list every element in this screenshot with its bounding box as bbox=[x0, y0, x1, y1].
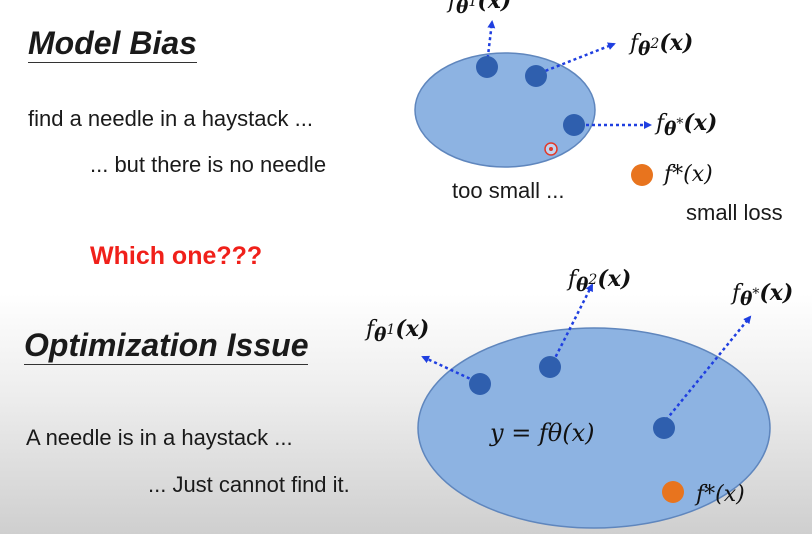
f-symbol: f bbox=[732, 281, 741, 306]
label-f-thetastar-top: fθ*(x) bbox=[656, 110, 717, 143]
superscript-1: 1 bbox=[386, 322, 396, 339]
dot-fstar-bottom bbox=[662, 481, 684, 503]
label-f-thetastar-bottom: fθ*(x) bbox=[732, 280, 793, 313]
dot-theta1-top bbox=[476, 56, 498, 78]
optimization-heading: Optimization Issue bbox=[24, 327, 309, 365]
large-model-ellipse bbox=[417, 327, 771, 529]
dot-theta2-bottom bbox=[539, 356, 561, 378]
arrow-theta2-bottom bbox=[551, 283, 594, 363]
x-paren: (x) bbox=[659, 30, 694, 56]
too-small-label: too small ... bbox=[452, 178, 565, 203]
dot-fstar-top bbox=[631, 164, 653, 186]
label-fstar-top: f*(x) bbox=[664, 162, 713, 188]
model-bias-heading: Model Bias bbox=[28, 25, 197, 63]
f-symbol: f bbox=[656, 111, 665, 136]
dot-theta1-bottom bbox=[469, 373, 491, 395]
fstar-text: f*(x) bbox=[696, 482, 745, 507]
superscript-1: 1 bbox=[468, 0, 478, 11]
theta-symbol: θ bbox=[740, 289, 753, 311]
x-paren: (x) bbox=[477, 0, 512, 14]
superscript-star: * bbox=[676, 116, 684, 133]
f-symbol: f bbox=[568, 267, 577, 292]
label-f-theta1-bottom: fθ1(x) bbox=[366, 316, 429, 349]
arrow-theta2-top bbox=[539, 42, 616, 75]
label-f-theta1-top: fθ1(x) bbox=[448, 0, 511, 21]
model-bias-line2: ... but there is no needle bbox=[90, 152, 327, 177]
model-bias-line1: find a needle in a haystack ... bbox=[28, 106, 313, 131]
label-f-theta2-top: fθ2(x) bbox=[630, 30, 693, 63]
fstar-text: f*(x) bbox=[664, 162, 713, 187]
f-symbol: f bbox=[448, 0, 457, 14]
theta-symbol: θ bbox=[638, 39, 651, 61]
dot-thetastar-bottom bbox=[653, 417, 675, 439]
theta-symbol: θ bbox=[374, 325, 387, 347]
equation-text: y = fθ(x) bbox=[490, 419, 595, 447]
dot-thetastar-top bbox=[563, 114, 585, 136]
theta-symbol: θ bbox=[576, 275, 589, 297]
superscript-2: 2 bbox=[588, 272, 598, 289]
small-model-ellipse bbox=[414, 52, 596, 168]
x-paren: (x) bbox=[597, 266, 632, 292]
small-loss-label: small loss bbox=[686, 200, 783, 225]
which-one-question: Which one??? bbox=[90, 242, 263, 270]
theta-symbol: θ bbox=[664, 119, 677, 141]
x-paren: (x) bbox=[683, 110, 718, 136]
f-symbol: f bbox=[366, 317, 375, 342]
theta-symbol: θ bbox=[456, 0, 469, 19]
optimization-line2: ... Just cannot find it. bbox=[148, 472, 350, 497]
optimization-line1: A needle is in a haystack ... bbox=[26, 425, 293, 450]
superscript-star: * bbox=[752, 286, 760, 303]
f-symbol: f bbox=[630, 31, 639, 56]
label-f-theta2-bottom: fθ2(x) bbox=[568, 266, 631, 299]
dot-theta2-top bbox=[525, 65, 547, 87]
label-equation: y = fθ(x) bbox=[490, 420, 595, 446]
superscript-2: 2 bbox=[650, 36, 660, 53]
label-fstar-bottom: f*(x) bbox=[696, 482, 745, 508]
x-paren: (x) bbox=[759, 280, 794, 306]
x-paren: (x) bbox=[395, 316, 430, 342]
arrow-thetastar-bottom bbox=[665, 315, 752, 421]
cursor-marker-center bbox=[549, 147, 553, 151]
